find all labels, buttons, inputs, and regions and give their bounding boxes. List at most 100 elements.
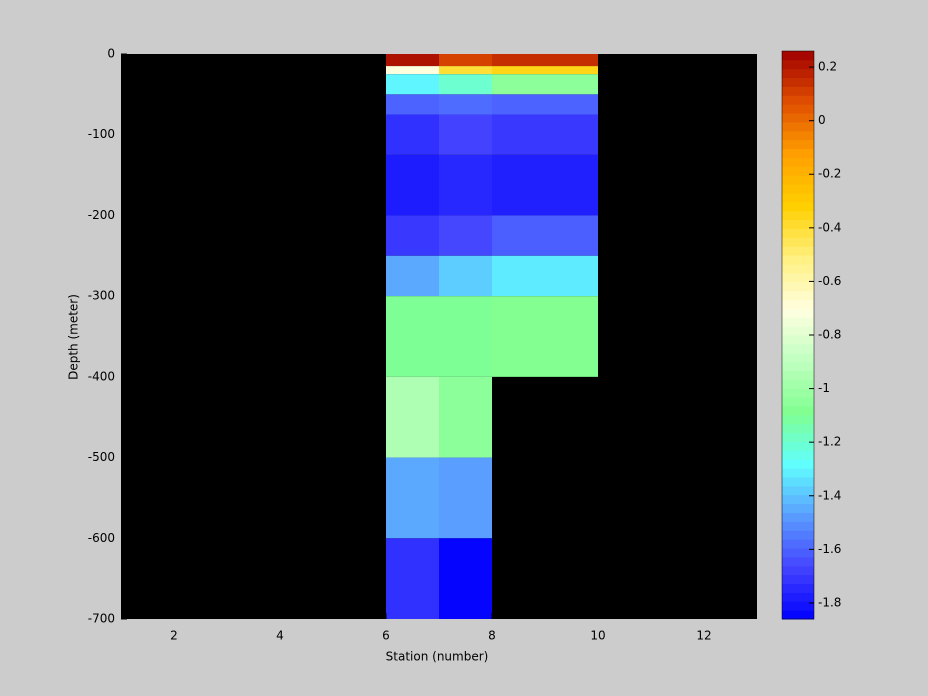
- colorbar-band: [782, 361, 814, 371]
- y-axis-label: Depth (meter): [67, 294, 81, 380]
- colorbar-band: [782, 148, 814, 158]
- y-tick-label: -500: [88, 450, 115, 464]
- colorbar-band: [782, 574, 814, 584]
- colorbar-band: [782, 77, 814, 87]
- colorbar-band: [782, 352, 814, 363]
- x-tick-label: 2: [170, 629, 178, 643]
- colorbar-band: [782, 139, 814, 150]
- colorbar-band: [782, 317, 814, 327]
- heatmap-cell: [439, 457, 492, 539]
- y-tick-label: -200: [88, 208, 115, 222]
- heatmap-cell: [439, 376, 492, 458]
- colorbar-band: [782, 201, 814, 212]
- x-axis-label: Station (number): [386, 650, 489, 664]
- heatmap-cell: [492, 54, 598, 67]
- colorbar-tick-label: -1.6: [818, 542, 841, 556]
- colorbar-band: [782, 104, 814, 114]
- y-tick-label: -700: [88, 612, 115, 626]
- colorbar-band: [782, 113, 814, 123]
- colorbar-band: [782, 468, 814, 478]
- x-tick-label: 8: [488, 629, 496, 643]
- colorbar-band: [782, 459, 814, 469]
- heatmap-cell: [492, 74, 598, 95]
- colorbar-band: [782, 343, 814, 354]
- heatmap-cell: [386, 66, 439, 75]
- heatmap-cell: [492, 215, 598, 256]
- colorbar-band: [782, 219, 814, 229]
- heatmap-cell: [386, 94, 439, 115]
- colorbar-band: [782, 255, 814, 265]
- colorbar-tick-label: -1.4: [818, 488, 841, 502]
- colorbar-tick-label: -0.4: [818, 220, 841, 234]
- x-tick-label: 4: [276, 629, 284, 643]
- colorbar-band: [782, 565, 814, 576]
- y-tick-label: 0: [107, 47, 115, 61]
- heatmap-cell: [386, 457, 439, 539]
- colorbar-band: [782, 477, 814, 487]
- heatmap-cell: [492, 154, 598, 216]
- colorbar-band: [782, 432, 814, 442]
- y-tick-label: -400: [88, 369, 115, 383]
- heatmap-cell: [492, 255, 598, 297]
- colorbar-band: [782, 122, 814, 132]
- colorbar-band: [782, 210, 814, 221]
- colorbar-tick-label: -0.6: [818, 274, 841, 288]
- colorbar-band: [782, 290, 814, 300]
- heatmap-cell: [386, 538, 439, 619]
- y-tick-label: -600: [88, 531, 115, 545]
- heatmap-cell: [386, 215, 439, 256]
- heatmap-cell: [386, 376, 439, 458]
- colorbar-band: [782, 51, 814, 61]
- colorbar-band: [782, 299, 814, 309]
- heatmap-cell: [386, 114, 439, 155]
- colorbar-tick-label: -1: [818, 381, 830, 395]
- y-tick-label: -100: [88, 127, 115, 141]
- colorbar-band: [782, 601, 814, 611]
- colorbar-band: [782, 193, 814, 203]
- heatmap-cell: [492, 94, 598, 115]
- colorbar-band: [782, 539, 814, 549]
- heatmap-cell: [439, 66, 492, 75]
- colorbar-band: [782, 157, 814, 167]
- heatmap-cell: [492, 114, 598, 155]
- heatmap-cell: [439, 74, 492, 95]
- heatmap-cell: [439, 255, 492, 297]
- colorbar-tick-label: -1.8: [818, 595, 841, 609]
- colorbar-band: [782, 485, 814, 496]
- colorbar-band: [782, 414, 814, 425]
- colorbar-band: [782, 521, 814, 531]
- heatmap-cell: [439, 54, 492, 67]
- heatmap-cell: [492, 66, 598, 75]
- heatmap-cell: [386, 54, 439, 67]
- colorbar-tick-label: -0.8: [818, 328, 841, 342]
- colorbar-band: [782, 308, 814, 318]
- colorbar-tick-label: 0: [818, 113, 826, 127]
- heatmap-cell: [439, 538, 492, 619]
- colorbar-band: [782, 494, 814, 505]
- x-tick-label: 10: [590, 629, 605, 643]
- colorbar-band: [782, 583, 814, 593]
- colorbar-band: [782, 592, 814, 602]
- heatmap-cell: [386, 154, 439, 216]
- heatmap-cell: [439, 154, 492, 216]
- colorbar-band: [782, 166, 814, 176]
- colorbar-band: [782, 228, 814, 238]
- colorbar-band: [782, 512, 814, 522]
- colorbar-band: [782, 379, 814, 389]
- colorbar-band: [782, 184, 814, 194]
- colorbar-band: [782, 388, 814, 398]
- colorbar-band: [782, 237, 814, 247]
- colorbar-tick-label: 0.2: [818, 60, 837, 74]
- colorbar-band: [782, 272, 814, 283]
- colorbar-band: [782, 95, 814, 105]
- heatmap-cell: [439, 296, 492, 377]
- heatmap-cell: [439, 215, 492, 256]
- colorbar-band: [782, 406, 814, 416]
- colorbar-band: [782, 441, 814, 451]
- colorbar-band: [782, 326, 814, 336]
- colorbar-band: [782, 397, 814, 407]
- colorbar-band: [782, 423, 814, 434]
- colorbar-band: [782, 503, 814, 513]
- colorbar-band: [782, 175, 814, 185]
